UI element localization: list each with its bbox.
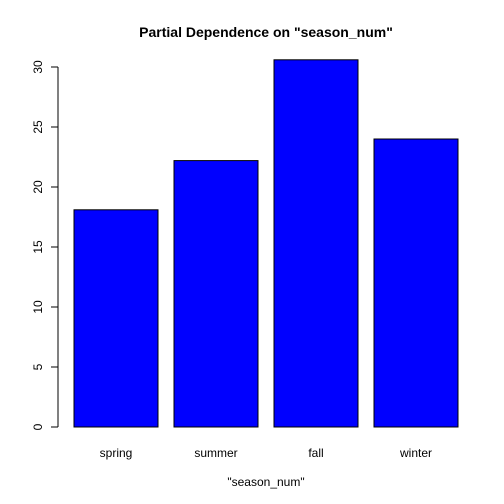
y-axis: 0 5 10 15 20 25 30 bbox=[31, 60, 59, 430]
chart-title: Partial Dependence on "season_num" bbox=[139, 24, 393, 40]
bars-group bbox=[73, 59, 459, 428]
x-tick-label-summer: summer bbox=[194, 446, 237, 460]
y-tick-label: 5 bbox=[31, 363, 45, 370]
y-tick-label: 25 bbox=[31, 120, 45, 134]
bar-winter bbox=[373, 138, 459, 428]
x-tick-labels: spring summer fall winter bbox=[100, 446, 432, 460]
x-tick-label-fall: fall bbox=[308, 446, 323, 460]
x-axis-label: "season_num" bbox=[227, 475, 304, 489]
y-tick-label: 30 bbox=[31, 60, 45, 74]
y-tick-label: 20 bbox=[31, 180, 45, 194]
bar-summer bbox=[173, 160, 259, 428]
y-tick-label: 10 bbox=[31, 300, 45, 314]
y-tick-label: 0 bbox=[31, 423, 45, 430]
x-tick-label-spring: spring bbox=[100, 446, 133, 460]
x-tick-label-winter: winter bbox=[399, 446, 432, 460]
bar-spring bbox=[73, 209, 159, 428]
bar-fall bbox=[273, 59, 359, 428]
y-tick-label: 15 bbox=[31, 240, 45, 254]
